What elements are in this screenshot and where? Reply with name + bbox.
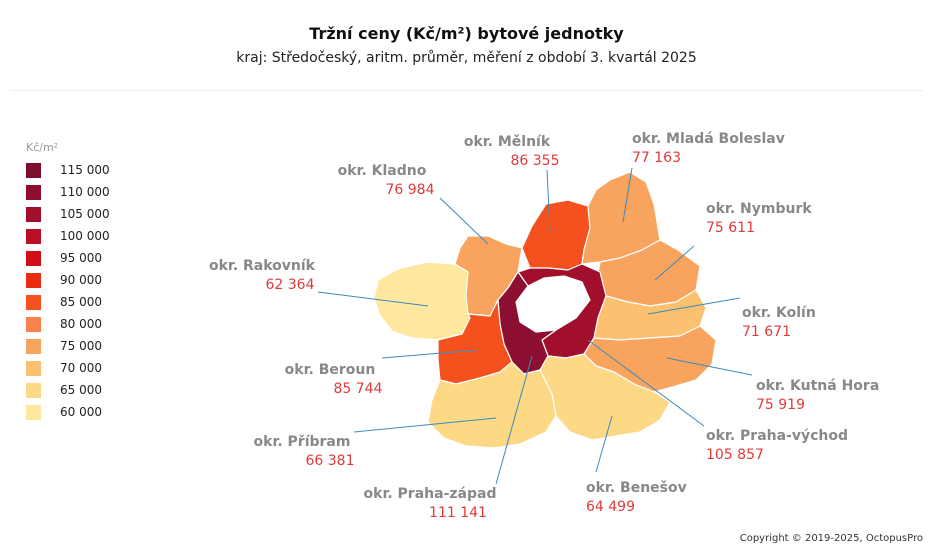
legend-swatch bbox=[26, 250, 41, 266]
district-value-rakovnik: 62 364 bbox=[266, 277, 315, 293]
district-name-mlada: okr. Mladá Boleslav bbox=[632, 131, 785, 147]
legend-label: 85 000 bbox=[60, 295, 102, 309]
legend-item: 105 000 bbox=[26, 203, 110, 225]
legend-swatch bbox=[26, 184, 41, 200]
copyright: Copyright © 2019-2025, OctopusPro bbox=[739, 533, 923, 544]
leader-line-beroun bbox=[381, 349, 479, 359]
district-value-benesov: 64 499 bbox=[586, 499, 635, 515]
legend-item: 85 000 bbox=[26, 291, 110, 313]
legend-unit: Kč/m² bbox=[26, 141, 59, 154]
district-name-melnik: okr. Mělník bbox=[464, 134, 551, 150]
district-area-melnik[interactable] bbox=[521, 199, 591, 271]
legend-label: 110 000 bbox=[60, 185, 110, 199]
legend-item: 95 000 bbox=[26, 247, 110, 269]
district-name-kolin: okr. Kolín bbox=[742, 305, 816, 321]
district-value-melnik: 86 355 bbox=[511, 153, 560, 169]
legend-label: 95 000 bbox=[60, 251, 102, 265]
district-name-benesov: okr. Benešov bbox=[586, 480, 687, 496]
district-name-prahavychod: okr. Praha-východ bbox=[706, 428, 848, 444]
legend-item: 100 000 bbox=[26, 225, 110, 247]
legend-swatch bbox=[26, 228, 41, 244]
legend-item: 115 000 bbox=[26, 159, 110, 181]
district-value-kutna: 75 919 bbox=[756, 397, 805, 413]
district-value-pribram: 66 381 bbox=[306, 453, 355, 469]
legend-swatch bbox=[26, 294, 41, 310]
legend-label: 65 000 bbox=[60, 383, 102, 397]
legend-swatch bbox=[26, 360, 41, 376]
district-value-kladno: 76 984 bbox=[386, 182, 435, 198]
prague-area bbox=[516, 276, 590, 332]
district-value-kolin: 71 671 bbox=[742, 324, 791, 340]
district-value-prahavychod: 105 857 bbox=[706, 447, 764, 463]
legend-label: 80 000 bbox=[60, 317, 102, 331]
district-name-kladno: okr. Kladno bbox=[338, 163, 427, 179]
legend-swatch bbox=[26, 162, 41, 178]
chart-title: Tržní ceny (Kč/m²) bytové jednotky bbox=[309, 24, 624, 43]
legend-swatch bbox=[26, 338, 41, 354]
legend-swatch bbox=[26, 316, 41, 332]
legend-item: 60 000 bbox=[26, 401, 110, 423]
leader-line-melnik bbox=[546, 169, 551, 233]
legend-item: 90 000 bbox=[26, 269, 110, 291]
district-name-prahazapad: okr. Praha-západ bbox=[364, 486, 497, 502]
legend-swatch bbox=[26, 404, 41, 420]
leader-line-pribram bbox=[353, 417, 497, 433]
leader-line-nymburk bbox=[654, 245, 695, 281]
legend-item: 80 000 bbox=[26, 313, 110, 335]
legend-item: 110 000 bbox=[26, 181, 110, 203]
legend-item: 70 000 bbox=[26, 357, 110, 379]
legend-label: 115 000 bbox=[60, 163, 110, 177]
legend-label: 75 000 bbox=[60, 339, 102, 353]
leader-line-mlada bbox=[622, 167, 633, 223]
district-value-mlada: 77 163 bbox=[632, 150, 681, 166]
legend-swatch bbox=[26, 206, 41, 222]
leader-line-benesov bbox=[595, 415, 613, 473]
leader-line-prahazapad bbox=[495, 355, 533, 485]
district-value-beroun: 85 744 bbox=[334, 381, 383, 397]
legend-label: 60 000 bbox=[60, 405, 102, 419]
district-value-prahazapad: 111 141 bbox=[429, 505, 487, 521]
district-name-nymburk: okr. Nymburk bbox=[706, 201, 812, 217]
district-name-beroun: okr. Beroun bbox=[285, 362, 376, 378]
district-name-kutna: okr. Kutná Hora bbox=[756, 378, 879, 394]
district-value-nymburk: 75 611 bbox=[706, 220, 755, 236]
legend: Kč/m² 115 000 110 000 105 000 100 000 95… bbox=[26, 141, 110, 423]
legend-label: 90 000 bbox=[60, 273, 102, 287]
legend-swatch bbox=[26, 272, 41, 288]
leader-line-kutna bbox=[666, 357, 753, 376]
legend-label: 100 000 bbox=[60, 229, 110, 243]
divider bbox=[10, 90, 923, 91]
legend-label: 70 000 bbox=[60, 361, 102, 375]
legend-swatch bbox=[26, 382, 41, 398]
legend-item: 65 000 bbox=[26, 379, 110, 401]
legend-item: 75 000 bbox=[26, 335, 110, 357]
leader-line-kolin bbox=[647, 297, 741, 315]
district-name-rakovnik: okr. Rakovník bbox=[209, 258, 316, 274]
leader-line-prahavychod bbox=[587, 339, 705, 427]
leader-line-kladno bbox=[439, 197, 489, 245]
legend-label: 105 000 bbox=[60, 207, 110, 221]
district-name-pribram: okr. Příbram bbox=[254, 434, 351, 450]
leader-line-rakovnik bbox=[317, 291, 429, 307]
chart-subtitle: kraj: Středočeský, aritm. průměr, měření… bbox=[236, 50, 697, 66]
